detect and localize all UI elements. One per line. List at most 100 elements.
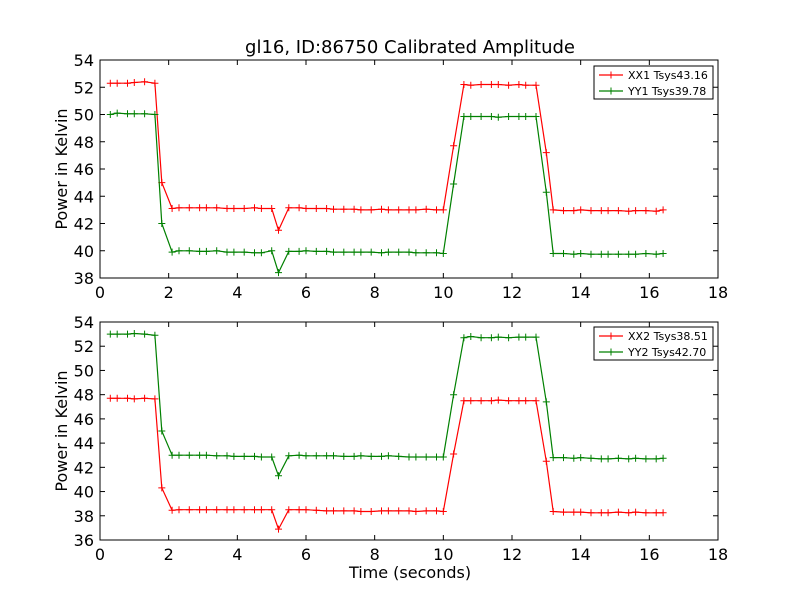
data-point (257, 205, 265, 212)
data-point (196, 451, 204, 459)
legend-marker (607, 348, 615, 356)
legend-entry: YY2 Tsys42.70 (627, 346, 706, 359)
data-point (213, 247, 221, 255)
data-point (230, 248, 238, 256)
data-point (295, 506, 303, 514)
data-point (175, 451, 183, 459)
data-point (302, 506, 310, 514)
data-point (113, 109, 121, 117)
data-point (151, 331, 159, 339)
data-point (433, 249, 440, 257)
y-axis-label: Power in Kelvin (52, 108, 71, 229)
x-tick-label: 14 (570, 545, 590, 564)
data-point (251, 506, 258, 514)
data-point (460, 81, 468, 88)
legend-entry: XX1 Tsys43.16 (628, 69, 708, 82)
data-point (532, 113, 540, 120)
data-point (130, 395, 138, 403)
data-point (597, 207, 605, 215)
data-point (106, 79, 114, 87)
data-point (522, 81, 530, 89)
data-point (604, 509, 612, 517)
data-point (515, 81, 523, 88)
data-point (240, 452, 248, 460)
data-point (515, 397, 523, 405)
data-point (659, 454, 667, 462)
data-point (357, 248, 365, 256)
data-point (312, 452, 320, 460)
legend-entry: YY1 Tsys39.78 (627, 85, 706, 98)
chart-title: gl16, ID:86750 Calibrated Amplitude (245, 37, 575, 58)
data-point (302, 205, 310, 212)
y-tick-label: 42 (74, 215, 94, 234)
data-point (405, 248, 413, 256)
data-point (549, 508, 557, 515)
data-point (542, 149, 550, 157)
data-point (477, 334, 485, 342)
y-tick-label: 38 (74, 507, 94, 526)
y-tick-label: 36 (74, 531, 94, 550)
data-point (450, 180, 458, 188)
x-tick-label: 6 (301, 283, 311, 302)
data-point (515, 113, 523, 120)
data-point (168, 248, 176, 256)
x-tick-label: 4 (232, 283, 242, 302)
data-point (223, 506, 231, 514)
data-point (450, 450, 458, 458)
plot-frame (99, 321, 719, 541)
data-point (632, 207, 640, 215)
data-point (395, 452, 403, 460)
y-tick-label: 46 (74, 410, 94, 429)
data-point (505, 397, 513, 405)
data-point (422, 249, 430, 257)
data-point (106, 394, 114, 402)
data-point (384, 452, 392, 460)
data-point (275, 226, 282, 234)
data-point (158, 484, 166, 492)
data-point (597, 455, 605, 463)
x-tick-label: 8 (370, 545, 380, 564)
x-tick-label: 10 (433, 283, 453, 302)
data-point (312, 506, 320, 514)
data-point (439, 453, 447, 461)
y-tick-label: 48 (74, 133, 94, 152)
y-axis-label: Power in Kelvin (52, 370, 71, 491)
data-point (168, 205, 176, 212)
data-point (487, 334, 495, 342)
y-tick-label: 52 (74, 337, 94, 356)
data-point (141, 78, 149, 86)
legend-box (593, 65, 714, 100)
data-point (384, 206, 392, 214)
data-point (467, 113, 475, 120)
data-point (357, 452, 365, 460)
data-point (230, 205, 238, 212)
data-point (477, 81, 485, 88)
data-point (285, 204, 293, 212)
data-point (577, 206, 585, 214)
data-point (625, 455, 633, 463)
data-point (196, 247, 204, 255)
x-tick-label: 18 (708, 283, 728, 302)
data-point (106, 111, 114, 118)
data-point (350, 507, 358, 515)
y-tick-label: 48 (74, 386, 94, 405)
data-point (130, 330, 138, 337)
data-point (549, 250, 557, 257)
y-tick-label: 50 (74, 361, 94, 380)
data-point (652, 207, 660, 215)
x-tick-label: 6 (301, 545, 311, 564)
data-point (185, 506, 193, 514)
data-point (604, 207, 612, 215)
data-point (175, 506, 183, 514)
data-point (570, 454, 578, 462)
data-point (295, 451, 303, 459)
data-point (240, 506, 248, 514)
data-point (395, 248, 403, 256)
data-point (323, 247, 331, 255)
data-point (549, 454, 557, 462)
data-point (494, 333, 502, 341)
data-point (230, 452, 238, 460)
data-point (340, 248, 348, 256)
data-point (151, 395, 159, 403)
y-tick-label: 54 (74, 313, 94, 332)
